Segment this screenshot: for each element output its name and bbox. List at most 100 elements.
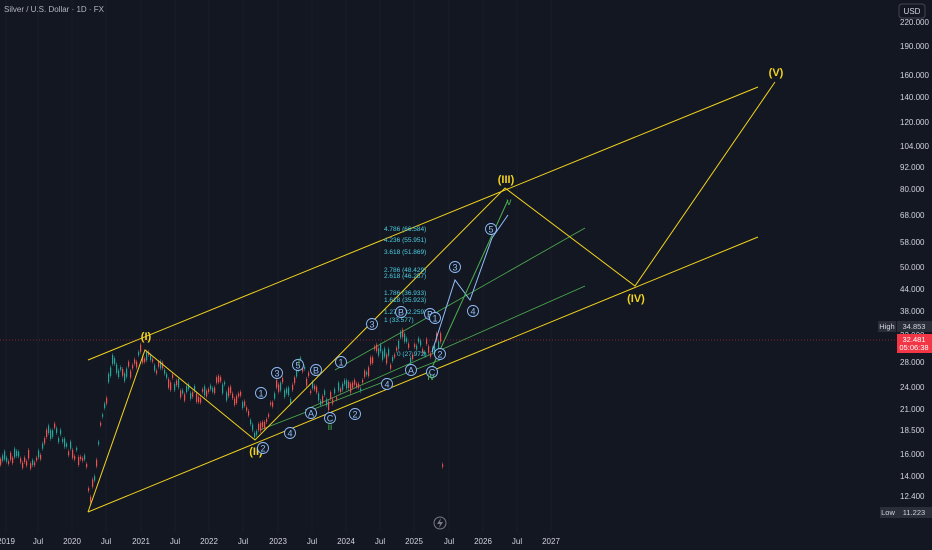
candle-body <box>8 461 10 464</box>
candle-body <box>6 457 8 462</box>
candle-body <box>222 384 224 394</box>
time-axis-label: 2023 <box>269 537 287 546</box>
time-axis-label: Jul <box>307 537 317 546</box>
candle-body <box>58 438 60 443</box>
candle-body <box>234 398 236 405</box>
candle-body <box>398 341 400 349</box>
time-axis-label: 2019 <box>0 537 15 546</box>
candle-body <box>130 370 132 378</box>
candle-body <box>66 443 68 447</box>
price-axis-label: 38.000 <box>900 307 925 316</box>
candle-body <box>14 448 16 458</box>
time-axis-label: 2026 <box>474 537 492 546</box>
candle-body <box>422 349 424 353</box>
candle-body <box>120 367 122 370</box>
price-axis-label: 14.000 <box>900 472 925 481</box>
candle-body <box>118 370 120 378</box>
price-axis[interactable]: 220.000 190.000 160.000 140.000 120.000 104.0… <box>895 0 932 550</box>
current-price-value: 32.481 <box>903 335 926 344</box>
candle-body <box>376 344 378 352</box>
low-tag: Low 11.223 <box>880 507 932 518</box>
candle-body <box>100 422 102 426</box>
candle-body <box>62 439 64 442</box>
candle-body <box>30 463 32 469</box>
candle-body <box>328 401 330 411</box>
svg-text:3: 3 <box>274 369 279 379</box>
low-tag-label: Low <box>881 508 895 517</box>
candle-body <box>60 429 62 435</box>
candle-body <box>424 351 426 355</box>
candle-body <box>216 377 218 383</box>
price-axis-label: 16.000 <box>900 450 925 459</box>
candle-body <box>190 393 192 399</box>
primary-wave-path <box>87 81 776 513</box>
candle-body <box>194 386 196 391</box>
candle-body <box>92 479 94 487</box>
candle-body <box>102 414 104 417</box>
candle-body <box>38 450 40 458</box>
candle-body <box>280 382 282 391</box>
candle-body <box>106 397 108 404</box>
wave-circle-4: 4 <box>467 305 479 317</box>
candle-body <box>4 451 6 460</box>
candle-body <box>140 344 142 352</box>
candle-body <box>160 361 162 369</box>
candle-body <box>306 378 308 386</box>
wave-circle-3: 3 <box>366 318 378 330</box>
candle-body <box>274 393 276 399</box>
candle-body <box>172 374 174 378</box>
candle-body <box>382 351 384 360</box>
candle-body <box>142 356 144 363</box>
candle-body <box>154 365 156 371</box>
wave-circle-2: 2 <box>434 348 446 360</box>
candle-body <box>164 370 166 374</box>
currency-button[interactable]: USD <box>898 3 926 19</box>
price-axis-label: 220.000 <box>900 18 929 27</box>
wave-label-III: (III) <box>498 174 515 186</box>
candle-body <box>158 361 160 367</box>
wave-circle-1: 1 <box>255 387 267 399</box>
candle-body <box>90 496 92 503</box>
candle-body <box>166 374 168 378</box>
high-tag: High 34.853 <box>878 321 932 332</box>
candle-body <box>396 347 398 351</box>
candle-body <box>124 373 126 382</box>
candle-body <box>358 383 360 388</box>
candle-body <box>228 387 230 397</box>
candle-body <box>392 357 394 361</box>
candle-body <box>218 375 220 383</box>
candle-body <box>278 384 280 392</box>
currency-label: USD <box>904 7 921 16</box>
candle-body <box>296 367 298 377</box>
symbol-title: Silver / U.S. Dollar · 1D · FX <box>4 5 105 14</box>
candle-body <box>416 345 418 350</box>
candle-body <box>342 383 344 390</box>
candle-body <box>80 456 82 460</box>
candle-body <box>364 370 366 377</box>
candle-body <box>170 382 172 391</box>
time-axis[interactable]: 2019 Jul 2020 Jul 2021 Jul 2022 Jul 2023 Jul 2024 J… <box>0 537 560 546</box>
candle-body <box>204 386 206 396</box>
candle-body <box>288 387 290 396</box>
price-axis-label: 44.000 <box>900 285 925 294</box>
lightning-icon[interactable] <box>433 516 447 530</box>
candle-body <box>404 334 406 342</box>
svg-text:A: A <box>408 366 414 376</box>
candle-body <box>198 397 200 403</box>
candle-body <box>78 457 80 465</box>
candle-body <box>40 454 42 460</box>
candle-body <box>258 423 260 431</box>
candle-body <box>88 488 90 491</box>
candle-body <box>368 367 370 377</box>
low-tag-value: 11.223 <box>903 508 925 517</box>
svg-text:C: C <box>327 414 334 424</box>
price-axis-label: 21.000 <box>900 405 925 414</box>
candle-body <box>320 400 322 406</box>
time-axis-label: Jul <box>170 537 180 546</box>
price-axis-label: 92.000 <box>900 163 925 172</box>
candle-body <box>254 432 256 438</box>
candle-body <box>72 449 74 458</box>
candle-body <box>242 402 244 408</box>
candle-body <box>146 352 148 361</box>
